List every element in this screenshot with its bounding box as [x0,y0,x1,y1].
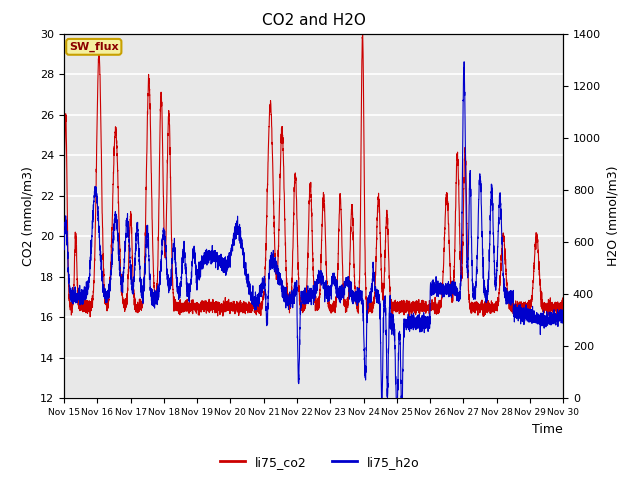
Y-axis label: H2O (mmol/m3): H2O (mmol/m3) [607,166,620,266]
X-axis label: Time: Time [532,423,563,436]
Title: CO2 and H2O: CO2 and H2O [262,13,365,28]
Legend: li75_co2, li75_h2o: li75_co2, li75_h2o [215,451,425,474]
Y-axis label: CO2 (mmol/m3): CO2 (mmol/m3) [22,166,35,266]
Text: SW_flux: SW_flux [69,42,118,52]
